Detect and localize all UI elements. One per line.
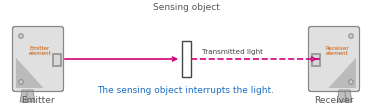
Polygon shape: [20, 90, 35, 102]
FancyBboxPatch shape: [13, 26, 64, 91]
Polygon shape: [16, 58, 44, 88]
Polygon shape: [328, 58, 356, 88]
Circle shape: [19, 80, 23, 84]
Bar: [182, 41, 190, 77]
FancyBboxPatch shape: [308, 26, 359, 91]
Text: Receiver: Receiver: [314, 96, 354, 105]
Text: Emitter: Emitter: [21, 96, 55, 105]
Bar: [53, 54, 60, 65]
Bar: [52, 53, 61, 66]
Text: Transmitted light: Transmitted light: [202, 49, 263, 55]
Bar: [312, 54, 319, 65]
Bar: [311, 53, 320, 66]
Circle shape: [349, 80, 353, 84]
Polygon shape: [337, 90, 352, 102]
Text: Emitter
element: Emitter element: [29, 46, 52, 56]
Circle shape: [349, 34, 353, 38]
Text: The sensing object interrupts the light.: The sensing object interrupts the light.: [97, 86, 275, 95]
Text: Receiver
element: Receiver element: [326, 46, 350, 56]
Text: Sensing object: Sensing object: [153, 3, 219, 12]
Circle shape: [19, 34, 23, 38]
